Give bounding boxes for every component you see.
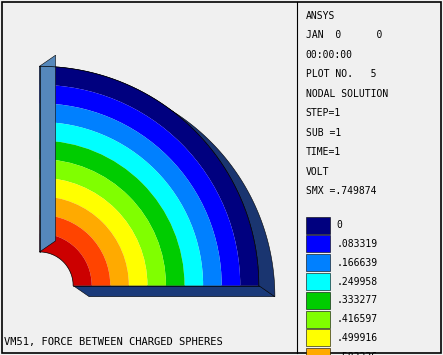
Text: .166639: .166639 [337, 258, 378, 268]
Bar [306, 273, 330, 290]
Polygon shape [39, 55, 56, 252]
Text: NODAL SOLUTION: NODAL SOLUTION [306, 89, 388, 99]
Wedge shape [39, 66, 259, 285]
Text: VM51, FORCE BETWEEN CHARGED SPHERES: VM51, FORCE BETWEEN CHARGED SPHERES [4, 337, 223, 347]
Text: .416597: .416597 [337, 314, 378, 324]
Wedge shape [39, 178, 148, 285]
Text: 0: 0 [337, 220, 342, 230]
Text: .249958: .249958 [337, 277, 378, 286]
Text: TIME=1: TIME=1 [306, 147, 341, 157]
Text: .333277: .333277 [337, 295, 378, 305]
Text: PLOT NO.   5: PLOT NO. 5 [306, 69, 376, 79]
Bar [306, 292, 330, 309]
Bar [306, 235, 330, 252]
Text: .083319: .083319 [337, 239, 378, 249]
Wedge shape [39, 233, 92, 285]
Wedge shape [39, 122, 203, 285]
Text: .583236: .583236 [337, 352, 378, 355]
Wedge shape [39, 196, 129, 285]
Bar [306, 329, 330, 346]
Text: .499916: .499916 [337, 333, 378, 343]
Text: STEP=1: STEP=1 [306, 108, 341, 118]
Text: VOLT: VOLT [306, 167, 329, 177]
Wedge shape [39, 141, 185, 285]
Polygon shape [73, 285, 275, 297]
Wedge shape [39, 215, 110, 285]
Polygon shape [39, 66, 275, 297]
Wedge shape [39, 103, 222, 285]
Bar [306, 254, 330, 271]
Text: ANSYS: ANSYS [306, 11, 335, 21]
Text: SUB =1: SUB =1 [306, 128, 341, 138]
Text: 00:00:00: 00:00:00 [306, 50, 353, 60]
Text: JAN  0      0: JAN 0 0 [306, 30, 382, 40]
Bar [306, 348, 330, 355]
Bar [306, 217, 330, 234]
Wedge shape [39, 85, 240, 285]
Bar [306, 311, 330, 328]
Text: SMX =.749874: SMX =.749874 [306, 186, 376, 196]
Wedge shape [39, 159, 166, 285]
